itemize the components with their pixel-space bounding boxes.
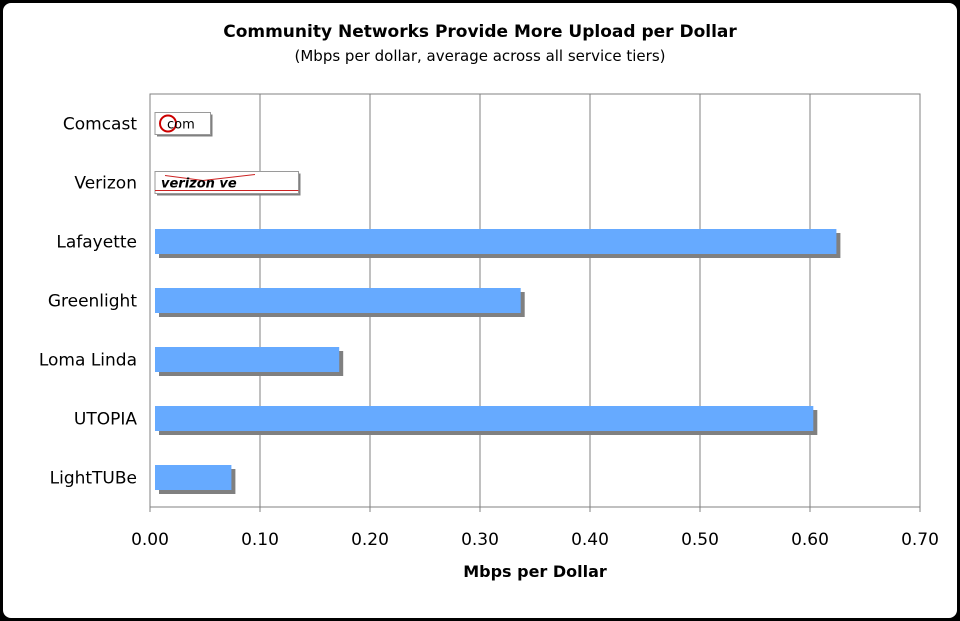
category-label: Comcast: [63, 115, 137, 135]
bar: [155, 465, 236, 494]
bar: [155, 347, 344, 376]
bar-fill: [155, 465, 232, 490]
chart-title: Community Networks Provide More Upload p…: [223, 22, 737, 42]
bar-fill: [155, 229, 837, 254]
x-tick-label: 0.40: [571, 530, 609, 550]
bar: [155, 406, 818, 435]
bar: [155, 288, 525, 317]
x-tick-label: 0.70: [901, 530, 939, 550]
x-tick-label: 0.00: [131, 530, 169, 550]
x-tick-label: 0.30: [461, 530, 499, 550]
chart-subtitle: (Mbps per dollar, average across all ser…: [295, 47, 666, 65]
bars: com verizon ve: [154, 112, 841, 494]
category-labels: Comcast Verizon Lafayette Greenlight Loma Li…: [39, 115, 138, 489]
logo-label: verizon ve: [161, 177, 237, 192]
category-label: Greenlight: [48, 292, 137, 312]
chart-frame: Community Networks Provide More Upload p…: [3, 3, 957, 618]
x-axis-title: Mbps per Dollar: [463, 562, 607, 581]
grid-lines: [259, 94, 811, 507]
verizon-logo: verizon ve: [154, 171, 301, 196]
bar: [155, 229, 841, 258]
category-label: LightTUBe: [50, 469, 137, 489]
category-label: Lafayette: [56, 233, 137, 253]
x-tick-label: 0.50: [681, 530, 719, 550]
bar-fill: [155, 288, 521, 313]
logo-label: com: [167, 118, 195, 133]
comcast-logo: com: [154, 112, 213, 137]
category-label: Loma Linda: [39, 351, 137, 371]
x-tick-label: 0.60: [791, 530, 829, 550]
bar-chart: Community Networks Provide More Upload p…: [39, 22, 939, 581]
bar-fill: [155, 347, 340, 372]
category-label: Verizon: [74, 174, 137, 194]
x-tick-labels: 0.00 0.10 0.20 0.30 0.40 0.50 0.60 0.70: [131, 507, 939, 550]
x-tick-label: 0.10: [241, 530, 279, 550]
bar-fill: [155, 406, 814, 431]
category-label: UTOPIA: [74, 410, 137, 430]
x-tick-label: 0.20: [351, 530, 389, 550]
